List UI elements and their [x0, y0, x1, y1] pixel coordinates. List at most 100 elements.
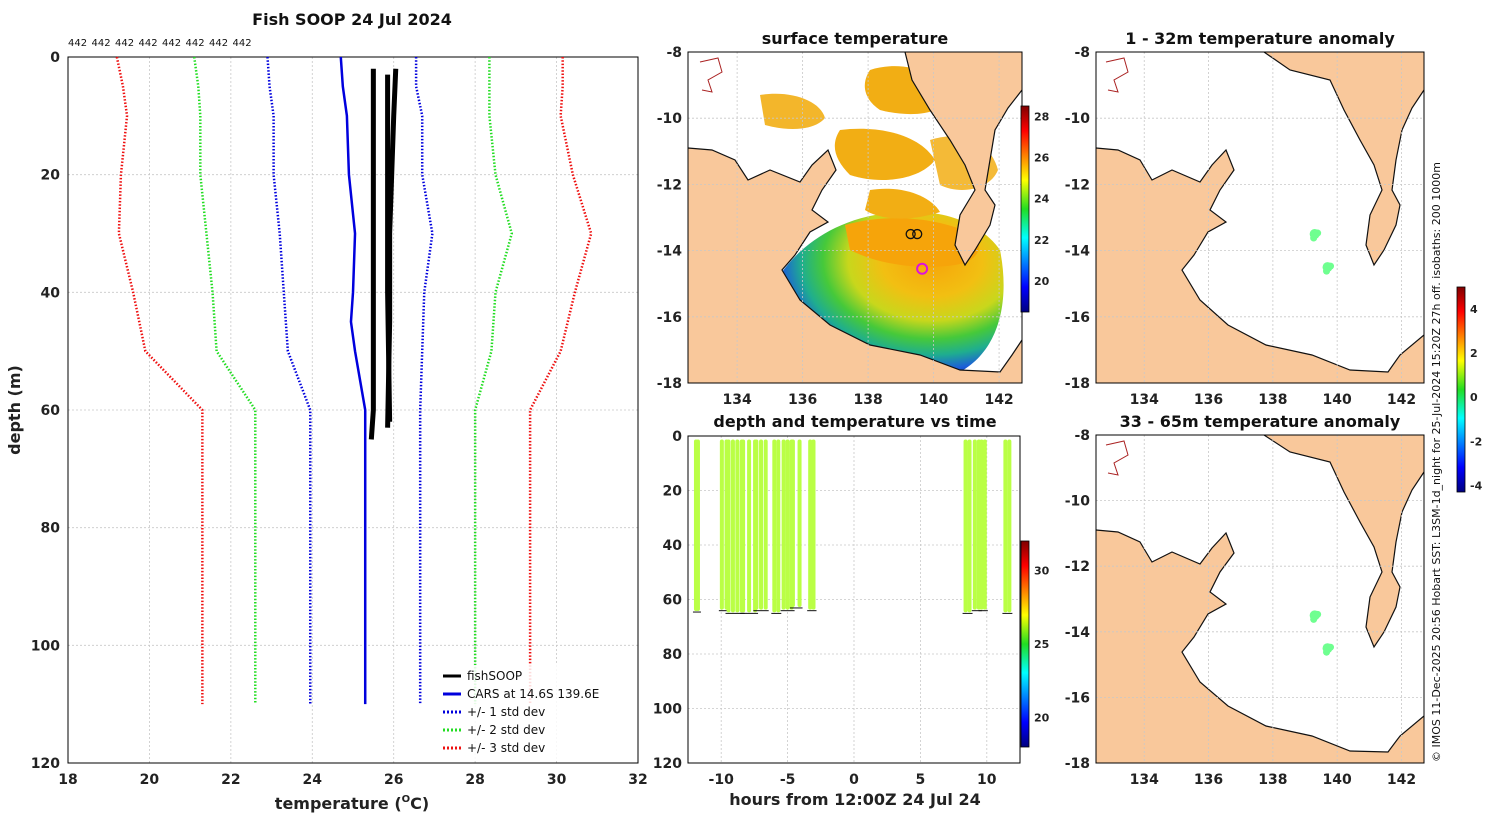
x-tick-label: 30: [547, 772, 567, 788]
colorbar-tick-label: 0: [1470, 391, 1478, 404]
x-tick-label: 5: [916, 772, 926, 788]
profile-y-ticks: 0 20 40 60 80 100 120: [31, 50, 60, 772]
depth-time-casts: [692, 439, 1013, 614]
anomaly-deep-title: 33 - 65m temperature anomaly: [1120, 412, 1401, 431]
sst-current-position-marker: [916, 262, 929, 275]
anomaly-point: [1327, 262, 1335, 270]
colorbar-tick-label: 30: [1034, 564, 1050, 577]
lat-tick-label: -18: [657, 376, 682, 392]
anomaly-shallow-frame: [1095, 51, 1425, 384]
profile-x-ticks: 18 20 22 24 26 28 30 32: [58, 772, 647, 788]
profile-legend: fishSOOP CARS at 14.6S 139.6E +/- 1 std de…: [440, 665, 632, 759]
colorbar-tick-label: 25: [1034, 638, 1049, 651]
lon-tick-label: 136: [1194, 392, 1223, 408]
anomaly-shallow-panel: 1 - 32m temperature anomaly 134 136 138 140…: [1065, 29, 1483, 493]
anomaly-deep-ticks: 134 136 138 140 142 -8 -10 -12 -14 -16 -18: [1065, 428, 1416, 788]
coastline-east: [904, 52, 1022, 267]
y-tick-label: 60: [41, 403, 61, 419]
isobath-contour: [1105, 57, 1129, 93]
isobath-contour: [1105, 440, 1129, 476]
colorbar-tick-label: 28: [1034, 110, 1049, 123]
anomaly-colorbar-ticks: 4 2 0 -2 -4: [1470, 303, 1483, 492]
colorbar-tick-label: 2: [1470, 347, 1478, 360]
y-tick-label: 80: [663, 647, 683, 663]
land-west-south: [688, 148, 1022, 383]
series-line: [368, 68, 376, 440]
depth-time-panel: depth and temperature vs time -10 -5 0 5 100…: [653, 412, 1050, 809]
x-tick-label: 18: [58, 772, 77, 788]
x-tick-label: 0: [849, 772, 859, 788]
isobath-contour: [699, 57, 723, 93]
series-line: [192, 56, 257, 705]
count-label: 442: [139, 38, 158, 49]
lat-tick-label: -14: [1065, 625, 1091, 641]
lon-tick-label: 136: [1194, 772, 1223, 788]
count-label: 442: [115, 38, 134, 49]
lat-tick-label: -10: [1065, 494, 1091, 510]
profile-lines: [115, 56, 593, 705]
anomaly-deep-panel: 33 - 65m temperature anomaly 134 136 138 14…: [1065, 412, 1425, 788]
lon-tick-label: 138: [853, 392, 882, 408]
land-west-south: [1096, 148, 1424, 383]
lat-tick-label: -12: [1065, 177, 1090, 193]
lon-tick-label: 142: [1387, 392, 1416, 408]
lat-tick-label: -16: [1065, 690, 1090, 706]
colorbar-tick-label: 24: [1034, 193, 1050, 206]
profile-title: Fish SOOP 24 Jul 2024: [252, 10, 452, 29]
legend-label: +/- 2 std dev: [467, 723, 545, 737]
series-line: [473, 57, 514, 705]
lon-tick-label: 142: [1387, 772, 1416, 788]
lon-tick-label: 140: [919, 392, 948, 408]
land-east: [1264, 52, 1424, 265]
series-line: [528, 57, 593, 705]
lon-tick-label: 142: [984, 392, 1013, 408]
colorbar-tick-label: -4: [1470, 479, 1483, 492]
profile-panel: Fish SOOP 24 Jul 2024 442 442 442 442 442 442…: [5, 10, 648, 813]
anomaly-shallow-ticks: 134 136 138 140 142 -8 -10 -12 -14 -16 -18: [1065, 45, 1416, 408]
y-tick-label: 40: [41, 285, 61, 301]
legend-box: [440, 665, 632, 759]
x-tick-label: 32: [628, 772, 647, 788]
count-label: 442: [233, 38, 252, 49]
profile-axes-frame: [67, 56, 639, 764]
lon-tick-label: 134: [1130, 392, 1159, 408]
anomaly-point: [1314, 229, 1322, 237]
lat-tick-label: -12: [657, 177, 682, 193]
count-label: 442: [186, 38, 205, 49]
x-tick-label: 22: [221, 772, 240, 788]
count-label: 442: [209, 38, 228, 49]
lat-tick-label: -10: [657, 111, 683, 127]
colorbar-tick-label: -2: [1470, 435, 1482, 448]
x-tick-label: -5: [780, 772, 796, 788]
profile-grid: [67, 56, 639, 764]
legend-label: +/- 3 std dev: [467, 741, 545, 755]
colorbar-tick-label: 4: [1470, 303, 1478, 316]
coastline-west-south: [1096, 529, 1424, 753]
lon-tick-label: 138: [1258, 392, 1287, 408]
sst-colorbar-ticks: 20 22 24 26 28: [1034, 110, 1050, 288]
y-tick-label: 120: [31, 756, 60, 772]
series-line: [115, 56, 204, 705]
lon-tick-label: 134: [723, 392, 752, 408]
colorbar-tick-label: 26: [1034, 152, 1050, 165]
anomaly-point: [1310, 234, 1318, 242]
series-line: [385, 74, 393, 422]
colorbar-tick-label: 20: [1034, 712, 1050, 725]
legend-label: fishSOOP: [467, 669, 522, 683]
colorbar-tick-label: 22: [1034, 234, 1049, 247]
sst-field-core: [845, 218, 979, 267]
y-tick-label: 60: [663, 593, 683, 609]
x-tick-label: 28: [465, 772, 484, 788]
side-credit: © IMOS 11-Dec-2025 20:56 Hobart SST: L3S…: [1430, 162, 1443, 762]
sst-cast-marker: [912, 228, 923, 240]
count-label: 442: [92, 38, 111, 49]
sst-cast-marker: [905, 228, 916, 240]
x-tick-label: 10: [977, 772, 997, 788]
lon-tick-label: 140: [1323, 392, 1352, 408]
anomaly-point: [1327, 643, 1335, 651]
lat-tick-label: -8: [1074, 428, 1090, 444]
depth-time-x-label: hours from 12:00Z 24 Jul 24: [729, 790, 980, 809]
lon-tick-label: 136: [788, 392, 817, 408]
